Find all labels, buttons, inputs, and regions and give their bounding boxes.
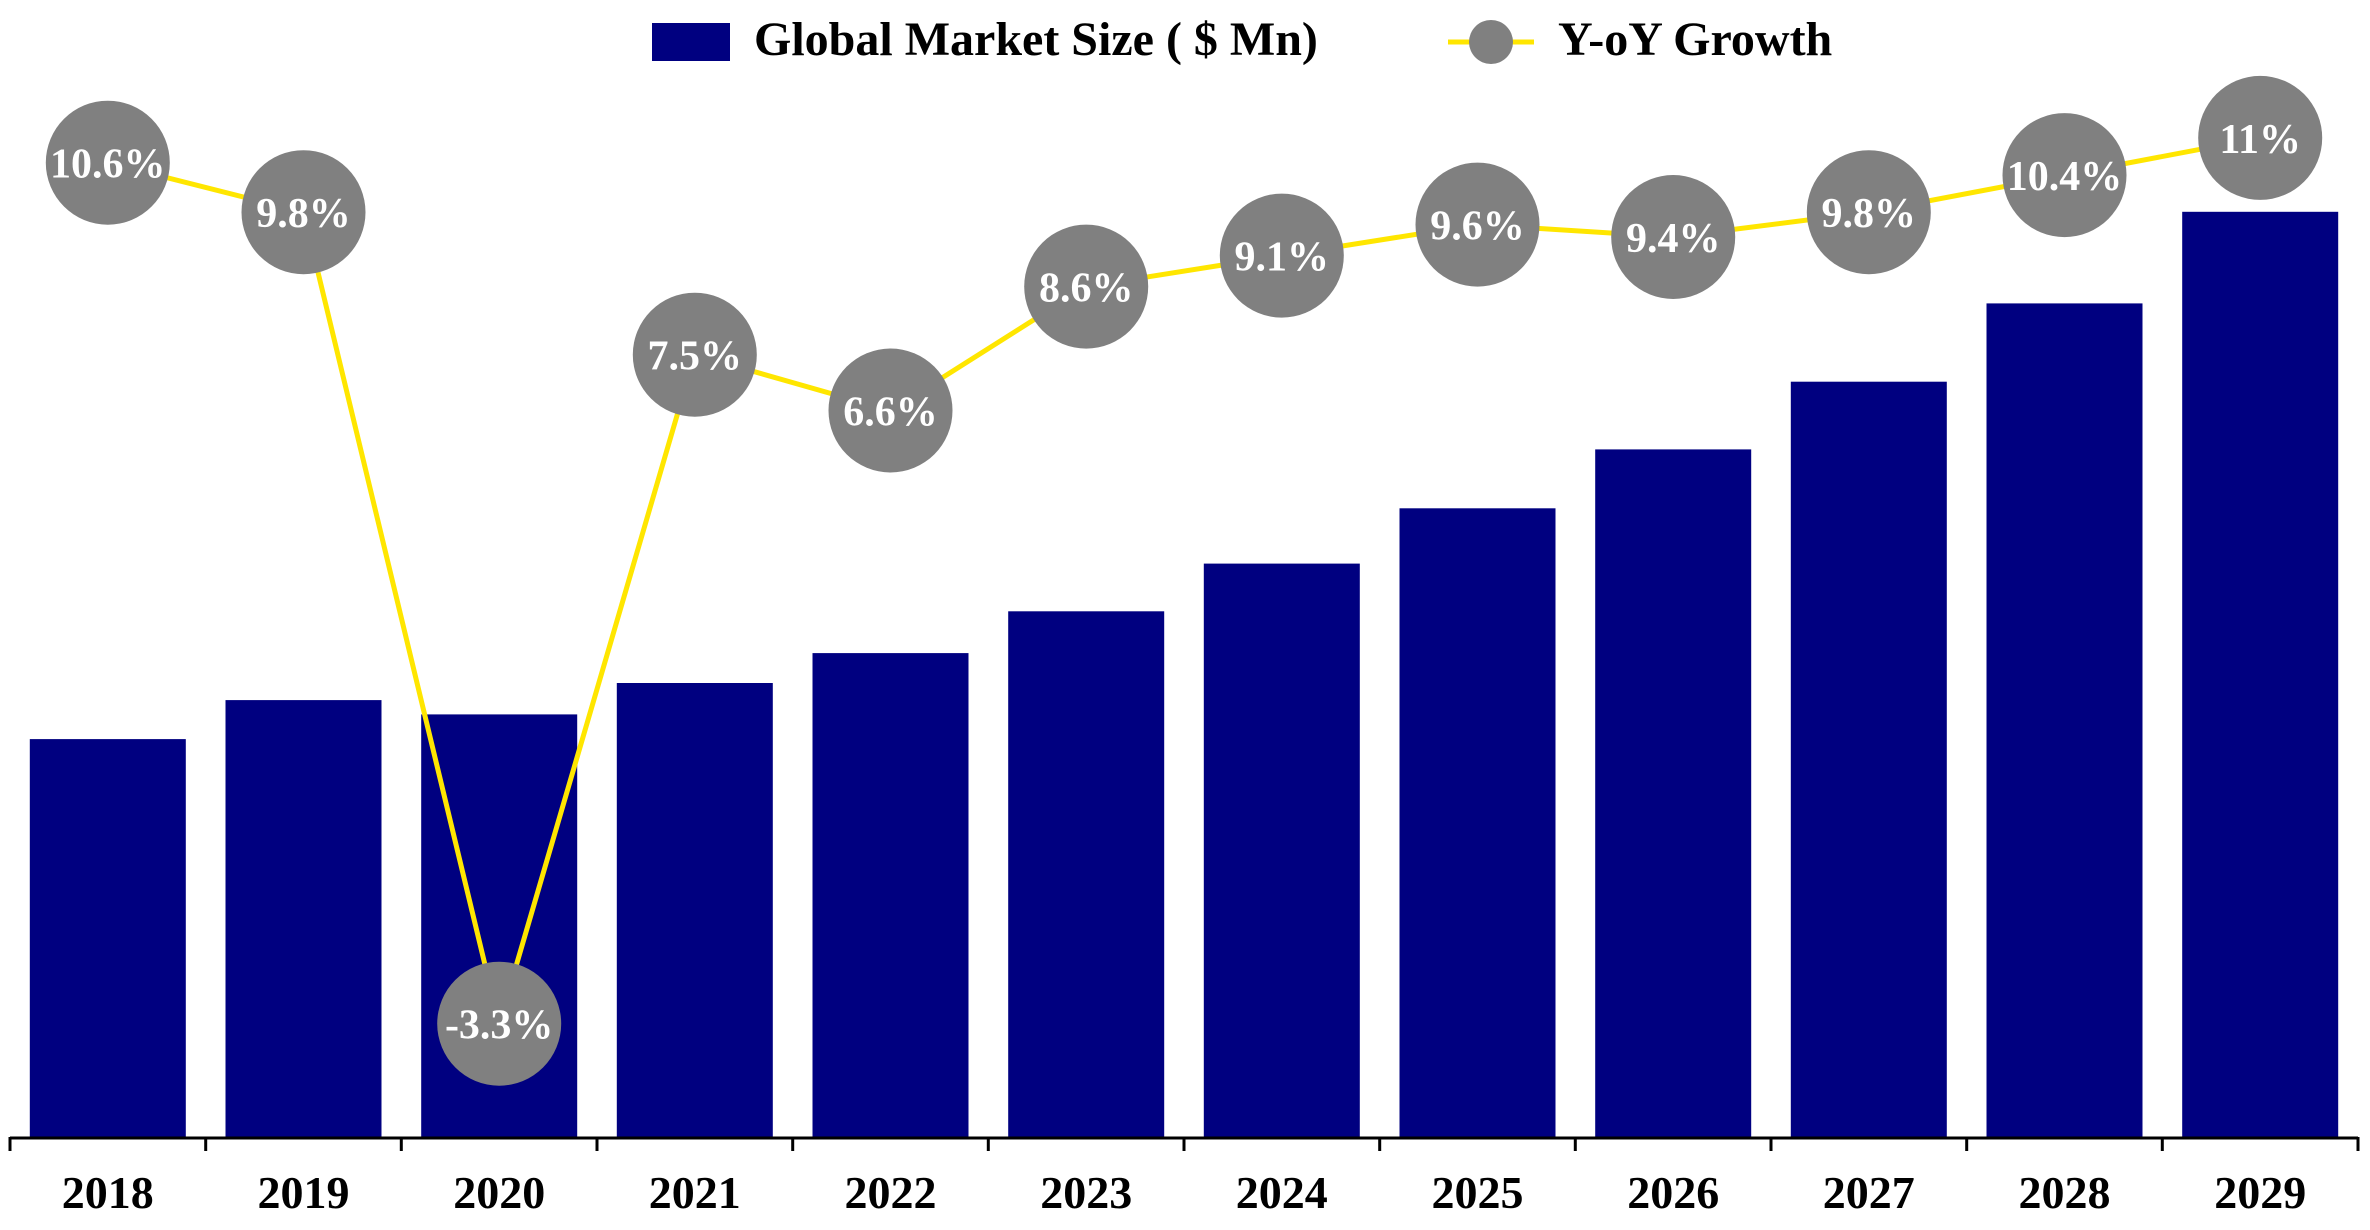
bar-2027 [1790, 381, 1947, 1137]
growth-marker-2022 [828, 348, 953, 473]
growth-label-2025: 9.6% [1430, 204, 1525, 250]
x-tick-label-2029: 2029 [2214, 1167, 2306, 1218]
legend-marker-swatch [1469, 20, 1513, 64]
x-tick-label-2020: 2020 [453, 1167, 545, 1218]
growth-marker-2019 [241, 150, 366, 275]
growth-label-2018: 10.6% [50, 142, 166, 188]
bar-2023 [1008, 611, 1165, 1137]
x-tick-label-2027: 2027 [1823, 1167, 1915, 1218]
bar-2021 [616, 683, 773, 1137]
growth-marker-2023 [1024, 224, 1149, 349]
growth-marker-2028 [2002, 113, 2127, 238]
x-tick-label-2023: 2023 [1040, 1167, 1132, 1218]
growth-markers-layer: 10.6% 9.8% -3.3% 7.5% 6.6% 8.6% 9.1% 9.6% 9.4% 9.… [45, 75, 2323, 1086]
growth-label-2020: -3.3% [445, 1003, 554, 1049]
growth-marker-2026 [1611, 175, 1736, 299]
x-axis [8, 1136, 2360, 1151]
x-tick-label-2026: 2026 [1627, 1167, 1719, 1218]
growth-label-2023: 8.6% [1039, 266, 1134, 312]
growth-marker-2021 [632, 292, 757, 417]
legend: Global Market Size ( $ Mn) Y-oY Growth [652, 13, 1832, 66]
bar-2019 [225, 700, 382, 1137]
x-tick-label-2025: 2025 [1432, 1167, 1524, 1218]
growth-marker-2018 [45, 100, 170, 225]
bar-2018 [29, 739, 186, 1137]
bar-2026 [1595, 449, 1752, 1137]
growth-label-2029: 11% [2219, 117, 2301, 163]
growth-marker-2025 [1415, 162, 1540, 287]
legend-bar-label: Global Market Size ( $ Mn) [754, 13, 1318, 66]
growth-marker-2027 [1806, 150, 1931, 275]
growth-marker-2029 [2198, 75, 2323, 200]
growth-label-2024: 9.1% [1235, 235, 1330, 281]
growth-label-2019: 9.8% [256, 191, 351, 237]
bars-layer [29, 211, 2339, 1138]
legend-line-label: Y-oY Growth [1558, 13, 1832, 66]
bar-2022 [812, 653, 969, 1137]
growth-label-2026: 9.4% [1626, 216, 1721, 262]
x-tick-label-2024: 2024 [1236, 1167, 1328, 1218]
growth-label-2022: 6.6% [843, 390, 938, 436]
x-tick-label-2021: 2021 [649, 1167, 741, 1218]
x-tick-label-2028: 2028 [2019, 1167, 2111, 1218]
bar-2029 [2182, 211, 2339, 1138]
x-tick-label-2022: 2022 [845, 1167, 937, 1218]
x-tick-label-2018: 2018 [62, 1167, 154, 1218]
growth-label-2027: 9.8% [1822, 191, 1917, 237]
growth-label-2021: 7.5% [648, 334, 743, 380]
growth-marker-2024 [1219, 193, 1344, 318]
legend-bar-swatch [652, 23, 730, 61]
bar-2025 [1399, 508, 1556, 1137]
growth-marker-2020 [437, 961, 562, 1086]
x-tick-labels: 2018 2019 2020 2021 2022 2023 2024 2025 2026 2027… [62, 1167, 2306, 1218]
growth-label-2028: 10.4% [2007, 154, 2123, 200]
bar-2028 [1986, 303, 2143, 1137]
x-tick-label-2019: 2019 [258, 1167, 350, 1218]
bar-2024 [1203, 563, 1360, 1137]
